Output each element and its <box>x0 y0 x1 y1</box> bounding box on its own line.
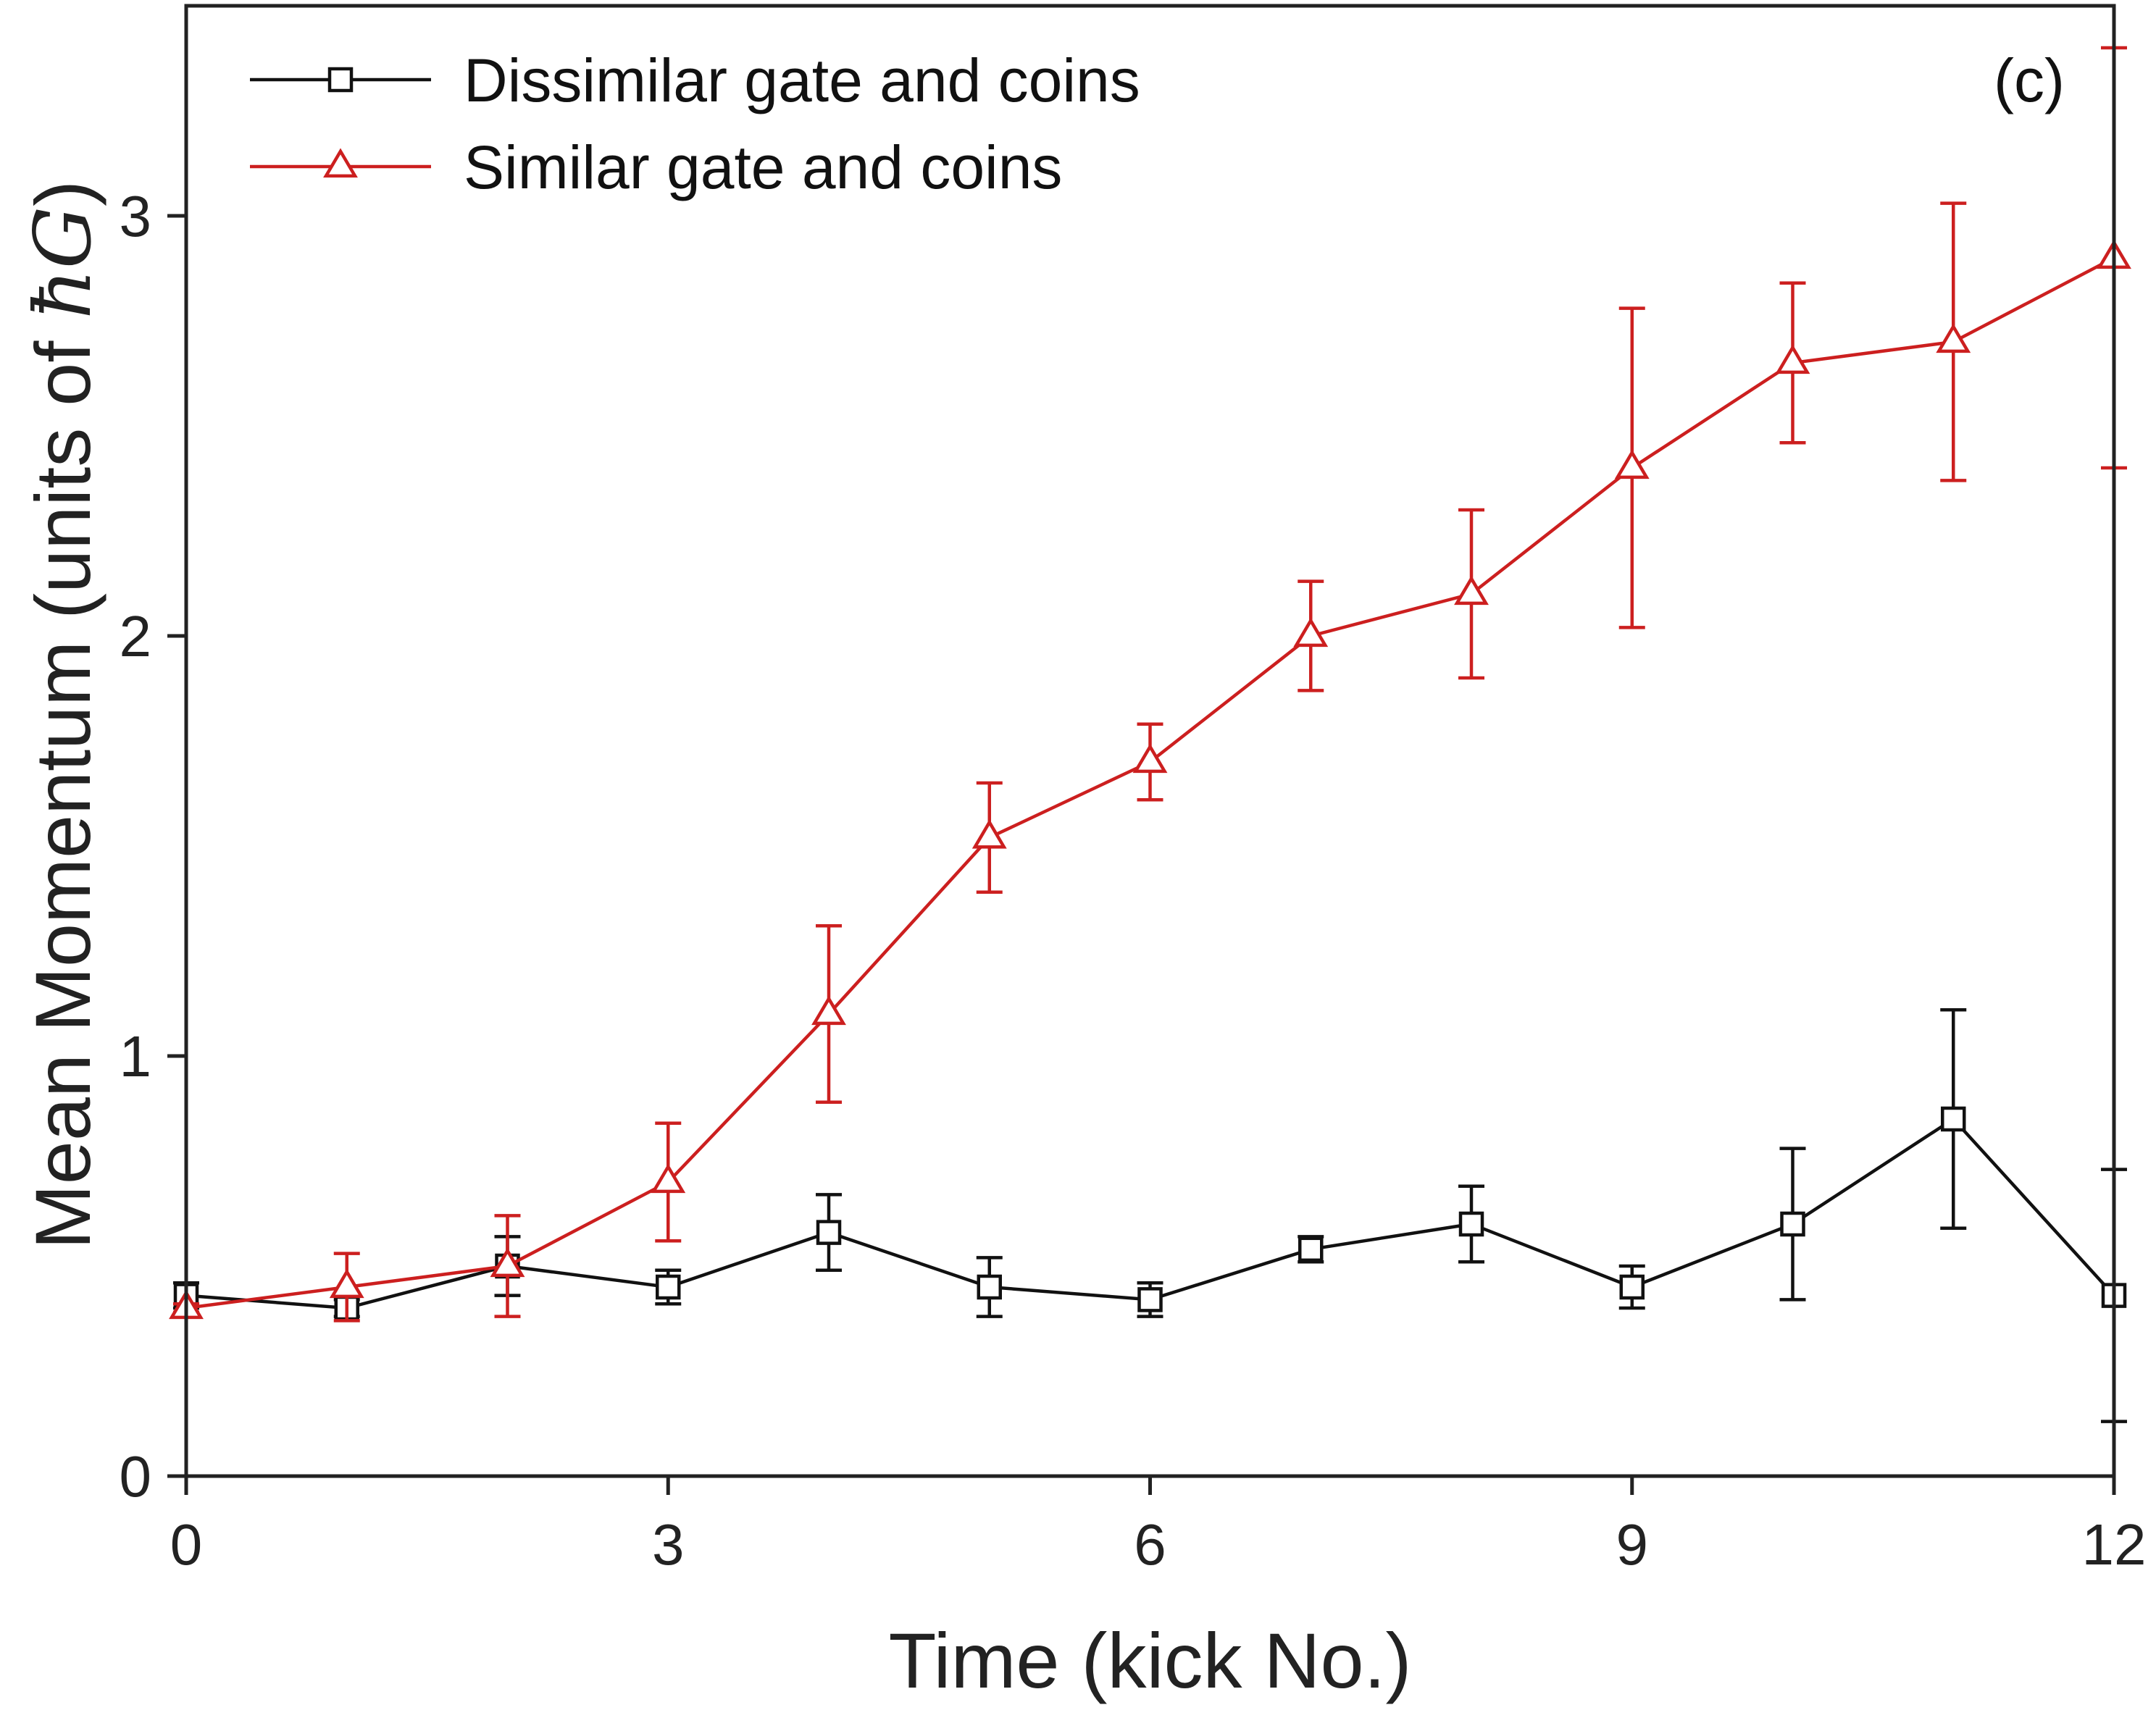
data-point <box>1780 1211 1805 1237</box>
data-point <box>1458 1211 1484 1237</box>
data-point <box>1132 743 1168 774</box>
x-tick-label: 9 <box>1616 1512 1649 1577</box>
x-tick-label: 0 <box>170 1512 203 1577</box>
data-point <box>1941 1106 1966 1132</box>
data-point <box>1936 323 1971 353</box>
data-point <box>1614 449 1650 479</box>
data-point <box>1137 1287 1163 1312</box>
y-tick-label: 0 <box>120 1444 152 1509</box>
y-axis-title-prefix: Mean Momentum (units of <box>19 319 106 1250</box>
x-tick-label: 12 <box>2082 1512 2147 1577</box>
y-axis-title: Mean Momentum (units of ħG) <box>18 180 109 1249</box>
legend-label: Dissimilar gate and coins <box>464 46 1140 114</box>
data-point <box>1298 1236 1324 1262</box>
legend-item: Dissimilar gate and coins <box>250 46 1140 114</box>
legend-item: Similar gate and coins <box>250 133 1062 201</box>
y-axis-title-suffix: ) <box>19 180 106 206</box>
y-tick-label: 1 <box>120 1024 152 1089</box>
x-axis-title: Time (kick No.) <box>889 1617 1412 1704</box>
data-point <box>490 1247 525 1278</box>
data-point <box>972 818 1007 849</box>
data-point <box>816 1220 842 1245</box>
panel-label: (c) <box>1994 46 2065 114</box>
data-point <box>651 1163 686 1194</box>
y-tick-label: 3 <box>120 184 152 248</box>
data-point <box>811 995 846 1026</box>
data-point <box>1454 575 1489 606</box>
y-axis-title-symbol: ħG <box>18 206 109 319</box>
legend-label: Similar gate and coins <box>464 133 1062 201</box>
data-point <box>1775 344 1810 374</box>
data-point <box>1619 1274 1645 1300</box>
data-point <box>1293 617 1329 648</box>
legend-marker <box>327 67 354 93</box>
x-tick-label: 3 <box>652 1512 685 1577</box>
x-tick-label: 6 <box>1134 1512 1166 1577</box>
legend: Dissimilar gate and coins Similar gate an… <box>250 46 1140 201</box>
legend-marker <box>323 148 358 178</box>
data-point <box>656 1274 681 1300</box>
data-point <box>329 1268 364 1299</box>
data-point <box>977 1274 1002 1300</box>
y-tick-label: 2 <box>120 604 152 669</box>
